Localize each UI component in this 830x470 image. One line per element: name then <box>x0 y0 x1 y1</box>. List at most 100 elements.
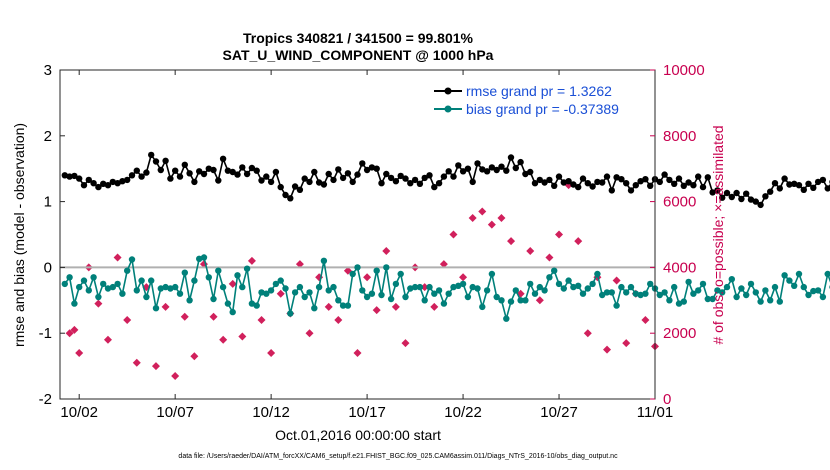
rmse-point <box>320 181 328 188</box>
bias-point <box>66 274 73 281</box>
obs-count-marker <box>324 302 333 311</box>
obs-count-marker <box>247 256 256 265</box>
rmse-point <box>402 175 409 182</box>
rmse-point <box>95 183 102 191</box>
y2-tick-label: 0 <box>663 391 671 408</box>
bias-point <box>378 291 385 299</box>
rmse-point <box>239 164 246 171</box>
bias-point <box>191 277 198 284</box>
bias-point <box>771 283 779 291</box>
x-tick-label: 10/27 <box>540 404 578 421</box>
bias-point <box>618 283 625 291</box>
rmse-point <box>685 179 692 186</box>
rmse-point <box>551 182 558 189</box>
bias-point <box>172 283 179 291</box>
bias-point <box>306 289 313 296</box>
bias-point <box>819 293 827 301</box>
bias-point <box>363 293 371 301</box>
rmse-point <box>565 178 572 185</box>
rmse-point <box>104 182 112 189</box>
legend-rmse-label: rmse grand pr = 1.3262 <box>466 83 612 99</box>
rmse-point <box>354 171 361 178</box>
rmse-point <box>440 173 448 180</box>
x-tick-label: 10/22 <box>444 404 482 421</box>
rmse-point <box>196 168 203 175</box>
bias-point <box>421 297 428 304</box>
rmse-point <box>349 178 356 186</box>
bias-point <box>176 290 184 297</box>
bias-point <box>239 283 246 291</box>
rmse-point <box>517 158 524 166</box>
bias-point <box>685 278 692 286</box>
rmse-point <box>90 180 97 187</box>
rmse-point <box>109 178 117 186</box>
bias-point <box>224 300 232 307</box>
rmse-point <box>507 154 515 161</box>
rmse-point <box>128 172 136 179</box>
bias-point <box>824 270 830 278</box>
bias-point <box>594 270 601 278</box>
rmse-point <box>795 182 803 189</box>
rmse-point <box>762 193 769 200</box>
obs-count-marker <box>382 246 391 255</box>
bias-point <box>536 283 543 291</box>
bias-point <box>488 270 496 278</box>
obs-count-marker <box>622 339 631 348</box>
rmse-point <box>474 160 481 167</box>
rmse-point <box>229 168 236 176</box>
x-tick-label: 10/02 <box>60 404 98 421</box>
rmse-point <box>814 178 822 186</box>
rmse-point <box>85 176 93 184</box>
rmse-point <box>695 173 702 180</box>
rmse-point <box>378 180 385 187</box>
obs-count-marker <box>276 289 285 298</box>
rmse-point <box>172 167 179 174</box>
bias-point <box>133 287 140 294</box>
bias-point <box>76 283 83 291</box>
bias-point <box>435 287 443 294</box>
bias-point <box>267 287 275 294</box>
rmse-point <box>632 182 639 189</box>
obs-count-marker <box>161 302 170 311</box>
rmse-point <box>335 166 342 173</box>
bias-point <box>603 289 611 296</box>
bias-point <box>325 287 332 294</box>
plot-frame <box>59 69 656 400</box>
obs-count-marker <box>257 316 266 325</box>
rmse-point <box>71 172 78 180</box>
rmse-point <box>450 173 457 180</box>
bias-point <box>791 282 798 289</box>
obs-count-marker <box>267 348 276 357</box>
rmse-point <box>234 171 241 178</box>
bias-point <box>119 290 126 297</box>
bias-point <box>647 280 654 288</box>
bias-point <box>589 280 596 288</box>
bias-point <box>738 285 745 292</box>
bias-point <box>608 289 615 296</box>
bias-point <box>527 280 534 288</box>
bias-point <box>143 293 150 301</box>
rmse-point <box>555 173 563 180</box>
rmse-point <box>363 166 371 174</box>
obs-count-marker <box>123 316 132 325</box>
legend: rmse grand pr = 1.3262 bias grand pr = -… <box>429 77 641 121</box>
bias-point <box>762 287 769 294</box>
rmse-point <box>219 155 227 162</box>
rmse-point <box>642 176 649 183</box>
obs-count-marker <box>430 302 439 311</box>
rmse-point <box>186 170 193 177</box>
bias-point <box>704 295 711 303</box>
rmse-point <box>575 183 582 191</box>
bias-point <box>699 280 707 288</box>
rmse-point <box>411 176 419 184</box>
rmse-point <box>291 183 299 190</box>
y-tick-label: 1 <box>44 194 52 211</box>
y2-tick-label: 10000 <box>663 62 705 79</box>
bias-point <box>162 283 169 291</box>
y-tick-label: 3 <box>44 62 52 79</box>
rmse-point <box>306 178 313 186</box>
rmse-point <box>570 181 577 188</box>
rmse-point <box>167 175 174 182</box>
rmse-point <box>459 168 467 175</box>
